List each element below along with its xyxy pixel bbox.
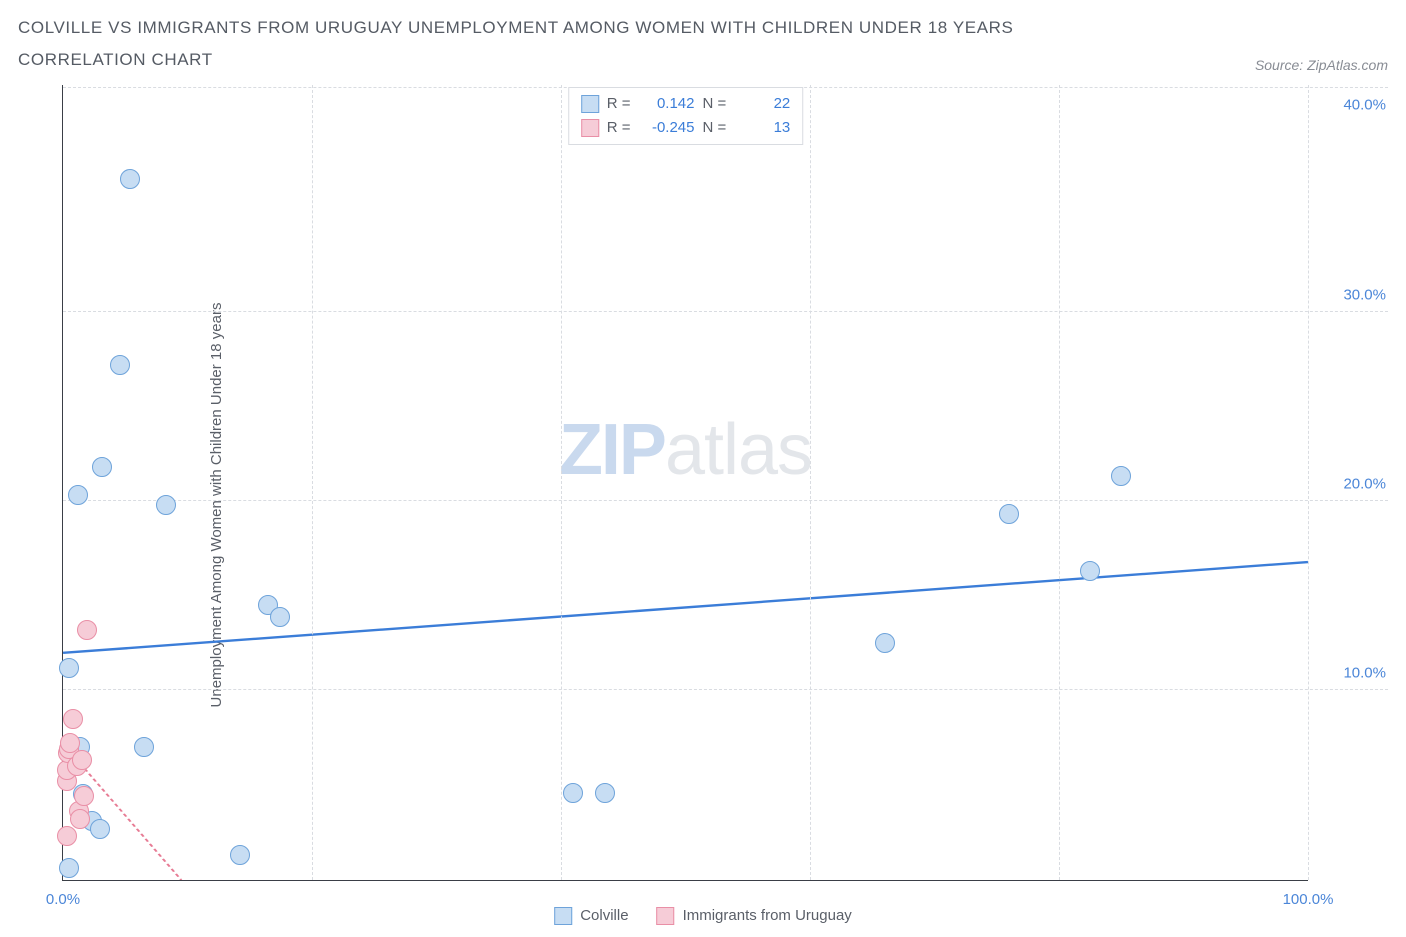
n-value-1: 13 xyxy=(734,116,790,140)
data-point xyxy=(72,750,92,770)
source-label: Source: ZipAtlas.com xyxy=(1255,57,1388,73)
y-tick-label: 30.0% xyxy=(1316,286,1386,303)
r-label: R = xyxy=(607,92,631,116)
swatch-series-0 xyxy=(581,95,599,113)
n-label: N = xyxy=(703,92,727,116)
y-tick-label: 10.0% xyxy=(1316,665,1386,682)
y-tick-label: 40.0% xyxy=(1316,97,1386,114)
chart-title: COLVILLE VS IMMIGRANTS FROM URUGUAY UNEM… xyxy=(18,12,1118,77)
data-point xyxy=(120,169,140,189)
data-point xyxy=(90,819,110,839)
gridline-v xyxy=(312,85,313,880)
gridline-h xyxy=(63,500,1388,501)
r-label: R = xyxy=(607,116,631,140)
gridline-v xyxy=(810,85,811,880)
watermark-atlas: atlas xyxy=(665,410,812,490)
data-point xyxy=(92,457,112,477)
data-point xyxy=(68,485,88,505)
data-point xyxy=(59,658,79,678)
n-value-0: 22 xyxy=(734,92,790,116)
swatch-series-0 xyxy=(554,907,572,925)
gridline-v xyxy=(1059,85,1060,880)
data-point xyxy=(156,495,176,515)
header: COLVILLE VS IMMIGRANTS FROM URUGUAY UNEM… xyxy=(18,12,1388,77)
legend-label-0: Colville xyxy=(580,907,628,924)
trend-line xyxy=(63,562,1308,653)
n-label: N = xyxy=(703,116,727,140)
r-value-1: -0.245 xyxy=(639,116,695,140)
data-point xyxy=(595,783,615,803)
data-point xyxy=(77,620,97,640)
y-tick-label: 20.0% xyxy=(1316,476,1386,493)
gridline-v xyxy=(1308,85,1309,880)
plot-area: ZIPatlas R = 0.142 N = 22 R = -0.245 N =… xyxy=(62,85,1308,881)
data-point xyxy=(230,845,250,865)
legend-bottom: Colville Immigrants from Uruguay xyxy=(554,907,852,925)
swatch-series-1 xyxy=(581,119,599,137)
legend-item: Colville xyxy=(554,907,628,925)
swatch-series-1 xyxy=(657,907,675,925)
data-point xyxy=(1111,466,1131,486)
data-point xyxy=(59,858,79,878)
chart-container: Unemployment Among Women with Children U… xyxy=(18,85,1388,925)
x-tick-label: 100.0% xyxy=(1283,891,1334,908)
watermark-zip: ZIP xyxy=(559,410,665,490)
data-point xyxy=(74,786,94,806)
legend-stats: R = 0.142 N = 22 R = -0.245 N = 13 xyxy=(568,87,804,145)
data-point xyxy=(1080,561,1100,581)
legend-item: Immigrants from Uruguay xyxy=(657,907,852,925)
data-point xyxy=(563,783,583,803)
data-point xyxy=(875,633,895,653)
data-point xyxy=(270,607,290,627)
legend-label-1: Immigrants from Uruguay xyxy=(683,907,852,924)
data-point xyxy=(70,809,90,829)
r-value-0: 0.142 xyxy=(639,92,695,116)
gridline-v xyxy=(561,85,562,880)
legend-stats-row: R = 0.142 N = 22 xyxy=(581,92,791,116)
x-tick-label: 0.0% xyxy=(46,891,80,908)
data-point xyxy=(110,355,130,375)
gridline-h xyxy=(63,689,1388,690)
data-point xyxy=(63,709,83,729)
data-point xyxy=(999,504,1019,524)
data-point xyxy=(57,826,77,846)
gridline-h xyxy=(63,311,1388,312)
watermark: ZIPatlas xyxy=(559,409,812,491)
data-point xyxy=(134,737,154,757)
legend-stats-row: R = -0.245 N = 13 xyxy=(581,116,791,140)
